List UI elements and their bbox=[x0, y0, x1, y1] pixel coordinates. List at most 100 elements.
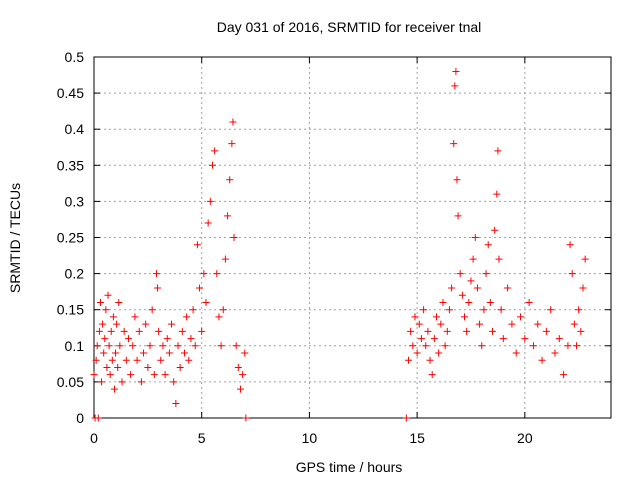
data-point bbox=[409, 342, 417, 350]
data-point bbox=[110, 385, 118, 393]
data-point bbox=[193, 241, 201, 249]
y-tick-label: 0.5 bbox=[65, 49, 85, 65]
data-point bbox=[560, 371, 568, 379]
data-point bbox=[154, 284, 162, 292]
data-point bbox=[108, 356, 116, 364]
data-point bbox=[452, 67, 460, 75]
y-tick-label: 0.35 bbox=[57, 157, 84, 173]
data-point bbox=[109, 313, 117, 321]
y-tick-label: 0.45 bbox=[57, 85, 84, 101]
data-point bbox=[437, 320, 445, 328]
data-point bbox=[152, 270, 160, 278]
data-point bbox=[499, 335, 507, 343]
data-point bbox=[426, 356, 434, 364]
data-point bbox=[428, 371, 436, 379]
data-point bbox=[476, 320, 484, 328]
data-point bbox=[213, 270, 221, 278]
x-tick-label: 20 bbox=[517, 430, 533, 446]
data-point bbox=[407, 327, 415, 335]
data-point bbox=[497, 306, 505, 314]
data-point bbox=[99, 320, 107, 328]
data-point bbox=[239, 371, 247, 379]
data-point bbox=[101, 335, 109, 343]
data-point bbox=[103, 363, 111, 371]
data-point bbox=[480, 306, 488, 314]
data-point bbox=[484, 241, 492, 249]
data-point bbox=[219, 306, 227, 314]
x-tick-label: 0 bbox=[90, 430, 98, 446]
data-point bbox=[525, 298, 533, 306]
data-point bbox=[575, 306, 583, 314]
data-point bbox=[458, 291, 466, 299]
data-point bbox=[159, 342, 167, 350]
data-point bbox=[94, 414, 102, 422]
data-point bbox=[461, 313, 469, 321]
data-point bbox=[568, 270, 576, 278]
data-point bbox=[161, 371, 169, 379]
data-point bbox=[489, 327, 497, 335]
data-point bbox=[542, 327, 550, 335]
data-point bbox=[187, 335, 195, 343]
data-point bbox=[413, 349, 421, 357]
data-point bbox=[230, 234, 238, 241]
data-point bbox=[93, 342, 101, 350]
data-point bbox=[441, 342, 449, 350]
grid-lines bbox=[93, 56, 611, 419]
data-point bbox=[174, 342, 182, 350]
data-point bbox=[113, 320, 121, 328]
data-point bbox=[202, 298, 210, 306]
data-point bbox=[242, 414, 250, 422]
data-point bbox=[189, 306, 197, 314]
axes: 0 0.05 0.1 0.15 0.2 0.25 0.3 0.35 0.4 0.45 0.5 0 5 10… bbox=[57, 49, 612, 446]
data-point bbox=[443, 327, 451, 335]
data-point bbox=[172, 400, 180, 408]
data-point bbox=[241, 349, 249, 357]
data-point bbox=[564, 342, 572, 350]
data-point bbox=[115, 298, 123, 306]
data-point bbox=[494, 147, 502, 155]
data-point bbox=[137, 378, 145, 386]
data-point bbox=[445, 306, 453, 314]
data-point bbox=[422, 342, 430, 350]
data-point bbox=[566, 241, 574, 249]
data-point bbox=[415, 320, 423, 328]
data-point bbox=[114, 363, 122, 371]
data-point bbox=[579, 284, 587, 292]
y-tick-label: 0 bbox=[76, 410, 84, 426]
data-point bbox=[405, 356, 413, 364]
data-point bbox=[142, 320, 150, 328]
data-point bbox=[430, 335, 438, 343]
data-point bbox=[131, 313, 139, 321]
data-point bbox=[469, 255, 477, 263]
data-point bbox=[570, 320, 578, 328]
data-point bbox=[534, 320, 542, 328]
data-point bbox=[146, 342, 154, 350]
x-tick-label: 15 bbox=[409, 430, 425, 446]
data-point bbox=[185, 356, 193, 364]
data-point bbox=[517, 313, 525, 321]
data-point bbox=[148, 306, 156, 314]
data-point bbox=[453, 176, 461, 184]
data-point bbox=[140, 349, 148, 357]
data-point bbox=[236, 385, 244, 393]
data-point bbox=[495, 255, 503, 263]
data-point bbox=[456, 270, 464, 278]
data-point bbox=[573, 342, 581, 350]
data-point bbox=[229, 118, 237, 126]
y-tick-label: 0.05 bbox=[57, 374, 84, 390]
data-point bbox=[133, 356, 141, 364]
data-point bbox=[124, 335, 132, 343]
data-point bbox=[547, 306, 555, 314]
data-point bbox=[102, 306, 110, 314]
data-point bbox=[538, 356, 546, 364]
data-point bbox=[482, 270, 490, 278]
data-point bbox=[191, 342, 199, 350]
data-point bbox=[463, 327, 471, 335]
y-axis-label: SRMTID / TECUs bbox=[7, 183, 23, 293]
data-point bbox=[122, 356, 130, 364]
data-point bbox=[144, 363, 152, 371]
data-point bbox=[157, 356, 165, 364]
data-point bbox=[170, 378, 178, 386]
data-point bbox=[118, 378, 126, 386]
